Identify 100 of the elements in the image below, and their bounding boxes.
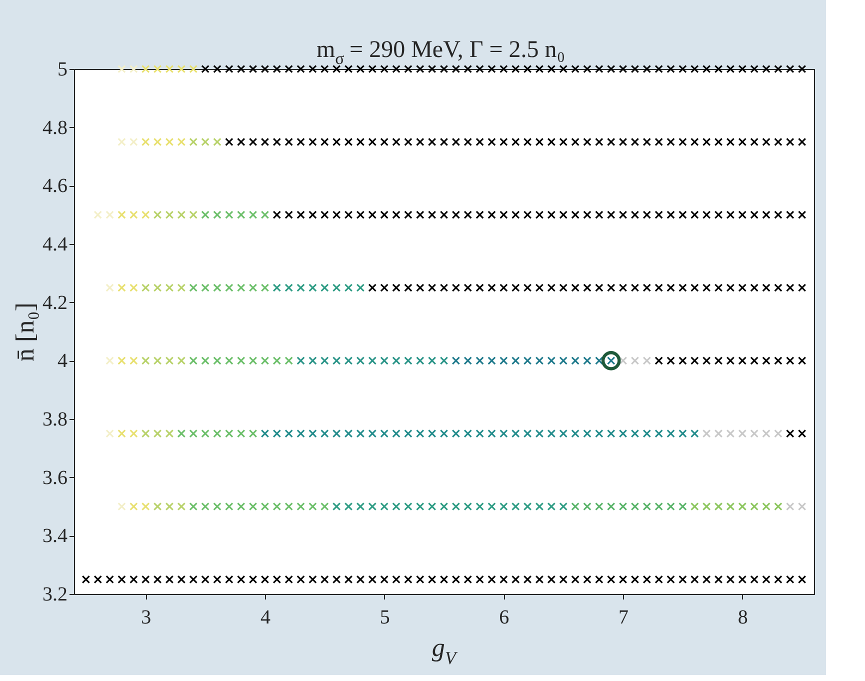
- point: [332, 284, 341, 292]
- point: [571, 64, 580, 74]
- point: [630, 429, 640, 438]
- point: [595, 502, 604, 511]
- point: [523, 284, 532, 292]
- point: [476, 502, 484, 511]
- point: [702, 429, 711, 438]
- point: [535, 138, 544, 146]
- point: [177, 284, 186, 292]
- point: [786, 356, 794, 365]
- point: [714, 64, 723, 74]
- point: [225, 138, 234, 146]
- point: [130, 284, 138, 292]
- point: [356, 138, 365, 146]
- point: [606, 138, 616, 146]
- point: [642, 284, 652, 292]
- point: [153, 64, 162, 74]
- point: [189, 210, 198, 219]
- point: [225, 64, 234, 74]
- point: [416, 138, 424, 146]
- point: [606, 64, 616, 74]
- point: [762, 210, 770, 219]
- point: [153, 138, 162, 146]
- point: [559, 356, 568, 365]
- y-tick-label: 3.8: [42, 408, 68, 430]
- point: [165, 210, 174, 219]
- point: [272, 502, 282, 511]
- point: [452, 356, 460, 365]
- point: [94, 210, 102, 219]
- point: [702, 210, 711, 219]
- point: [404, 429, 412, 438]
- point: [177, 502, 186, 511]
- point: [642, 138, 652, 146]
- point: [559, 429, 568, 438]
- point: [726, 356, 735, 365]
- point: [356, 429, 365, 438]
- point: [260, 284, 270, 292]
- point: [654, 138, 663, 146]
- point: [141, 429, 150, 438]
- point: [618, 138, 628, 146]
- point: [666, 210, 675, 219]
- point: [344, 138, 353, 146]
- point: [702, 64, 711, 74]
- point: [177, 64, 186, 74]
- point: [488, 284, 496, 292]
- point: [296, 64, 305, 74]
- point: [260, 356, 270, 365]
- point: [750, 356, 758, 365]
- point: [201, 64, 210, 74]
- point: [225, 210, 234, 219]
- point: [571, 138, 580, 146]
- point: [189, 356, 198, 365]
- point: [583, 356, 592, 365]
- point: [476, 138, 484, 146]
- point: [332, 64, 341, 74]
- point: [320, 356, 329, 365]
- point: [678, 64, 687, 74]
- y-tick-label: 4.4: [42, 234, 68, 256]
- point: [606, 284, 616, 292]
- point: [344, 502, 353, 511]
- point: [630, 356, 640, 365]
- point: [547, 429, 556, 438]
- point: [368, 210, 377, 219]
- point: [500, 210, 508, 219]
- point: [464, 210, 472, 219]
- point: [177, 210, 186, 219]
- point: [798, 356, 806, 365]
- point: [236, 64, 246, 74]
- point: [236, 284, 246, 292]
- point: [452, 138, 460, 146]
- point: [440, 64, 448, 74]
- point: [583, 284, 592, 292]
- point: [428, 284, 436, 292]
- point: [404, 64, 412, 74]
- point: [762, 356, 770, 365]
- point: [296, 502, 305, 511]
- point: [774, 502, 782, 511]
- point: [738, 138, 747, 146]
- point: [284, 210, 293, 219]
- point: [284, 64, 293, 74]
- point: [547, 138, 556, 146]
- point: [344, 356, 353, 365]
- point: [392, 138, 400, 146]
- point: [750, 64, 758, 74]
- point: [798, 429, 806, 438]
- point: [165, 284, 174, 292]
- point: [416, 210, 424, 219]
- point: [332, 429, 341, 438]
- point: [571, 356, 580, 365]
- point: [118, 429, 126, 438]
- point: [535, 284, 544, 292]
- point: [248, 356, 258, 365]
- point: [583, 138, 592, 146]
- point: [547, 284, 556, 292]
- y-tick-label: 4.2: [42, 292, 68, 314]
- point: [595, 284, 604, 292]
- point: [702, 138, 711, 146]
- point: [320, 210, 329, 219]
- point: [272, 284, 282, 292]
- point: [654, 502, 663, 511]
